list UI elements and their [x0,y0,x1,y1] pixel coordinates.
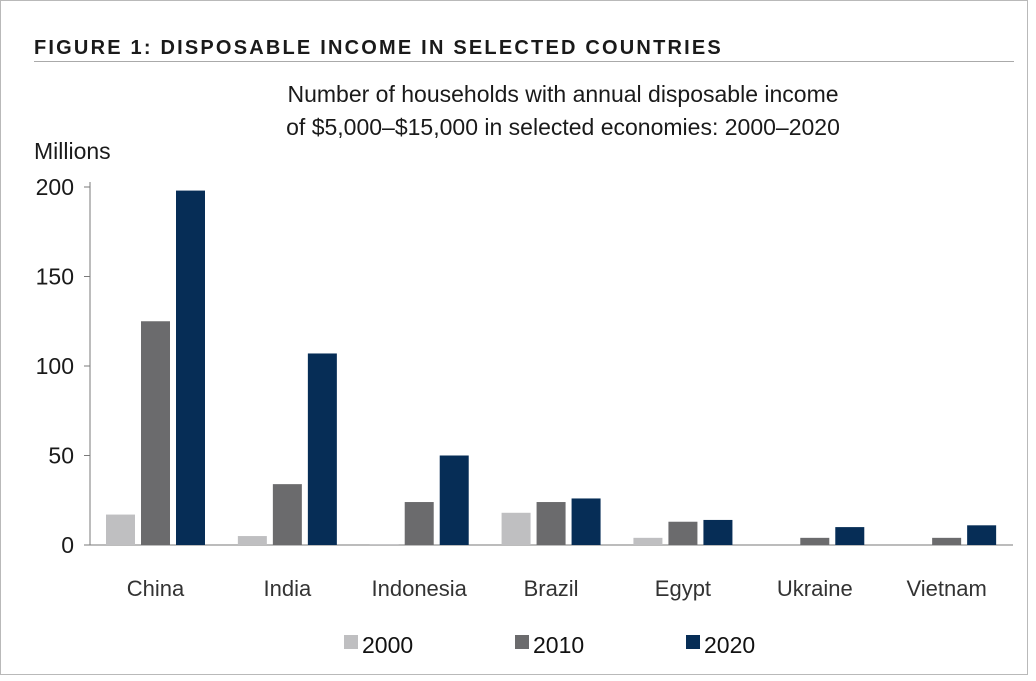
y-tick-label: 50 [48,443,74,469]
chart-title-line-1: Number of households with annual disposa… [287,81,838,107]
y-axis-ticks: 0 50 100 150 200 [36,174,90,558]
y-tick-label: 0 [61,532,74,558]
bar-egypt-2020 [703,519,733,545]
bar-indonesia-2020 [439,455,469,545]
figure-divider [34,61,1014,62]
bar-china-2000 [106,514,135,545]
x-tick-label: Brazil [524,576,579,601]
legend-label-2010: 2010 [533,632,584,658]
bar-india-2010 [272,484,302,545]
bar-vietnam-2010 [932,537,962,545]
bar-brazil-2010 [536,502,566,545]
bar-indonesia-2000 [369,544,399,545]
bar-brazil-2020 [571,498,601,545]
bars-group [106,190,997,545]
bar-indonesia-2010 [404,502,434,545]
bar-india-2020 [307,353,337,545]
y-tick-label: 150 [36,264,74,290]
bar-egypt-2000 [633,537,663,545]
bar-ukraine-2010 [800,537,830,545]
chart-title-line-2: of $5,000–$15,000 in selected economies:… [286,114,840,140]
x-axis-labels: China India Indonesia Brazil Egypt Ukraine Vie… [127,576,987,601]
x-tick-label: Egypt [655,576,711,601]
legend-swatch-2010 [515,635,529,649]
bar-china-2020 [176,190,205,545]
y-tick-label: 200 [36,174,74,200]
legend: 2000 2010 2020 [344,632,755,658]
legend-label-2000: 2000 [362,632,413,658]
x-tick-label: Indonesia [372,576,468,601]
y-axis-label: Millions [34,138,111,164]
x-tick-label: Vietnam [906,576,986,601]
bar-india-2000 [237,536,267,545]
bar-brazil-2000 [501,512,531,545]
bar-chart: Number of households with annual disposa… [34,81,1013,658]
figure-label: FIGURE 1: DISPOSABLE INCOME IN SELECTED … [34,37,723,59]
bar-ukraine-2020 [835,527,865,545]
legend-swatch-2020 [686,635,700,649]
bar-egypt-2010 [668,521,698,545]
y-tick-label: 100 [36,353,74,379]
bar-vietnam-2020 [967,525,997,545]
legend-label-2020: 2020 [704,632,755,658]
bar-china-2010 [141,321,170,545]
x-tick-label: India [263,576,311,601]
x-tick-label: China [127,576,185,601]
legend-swatch-2000 [344,635,358,649]
x-tick-label: Ukraine [777,576,853,601]
